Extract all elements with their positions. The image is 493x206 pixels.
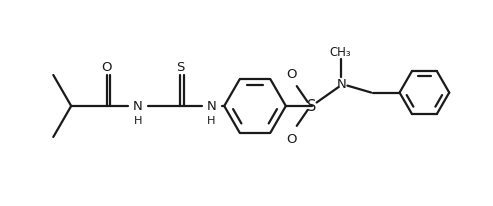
Text: N: N	[133, 100, 142, 113]
Text: N: N	[207, 100, 216, 113]
Text: O: O	[286, 67, 297, 80]
Text: O: O	[286, 133, 297, 146]
Text: H: H	[134, 115, 142, 125]
Text: S: S	[176, 60, 185, 73]
Text: CH₃: CH₃	[329, 46, 351, 59]
Text: O: O	[102, 60, 112, 73]
Text: H: H	[207, 115, 215, 125]
Text: S: S	[307, 99, 317, 114]
Text: N: N	[337, 77, 347, 90]
